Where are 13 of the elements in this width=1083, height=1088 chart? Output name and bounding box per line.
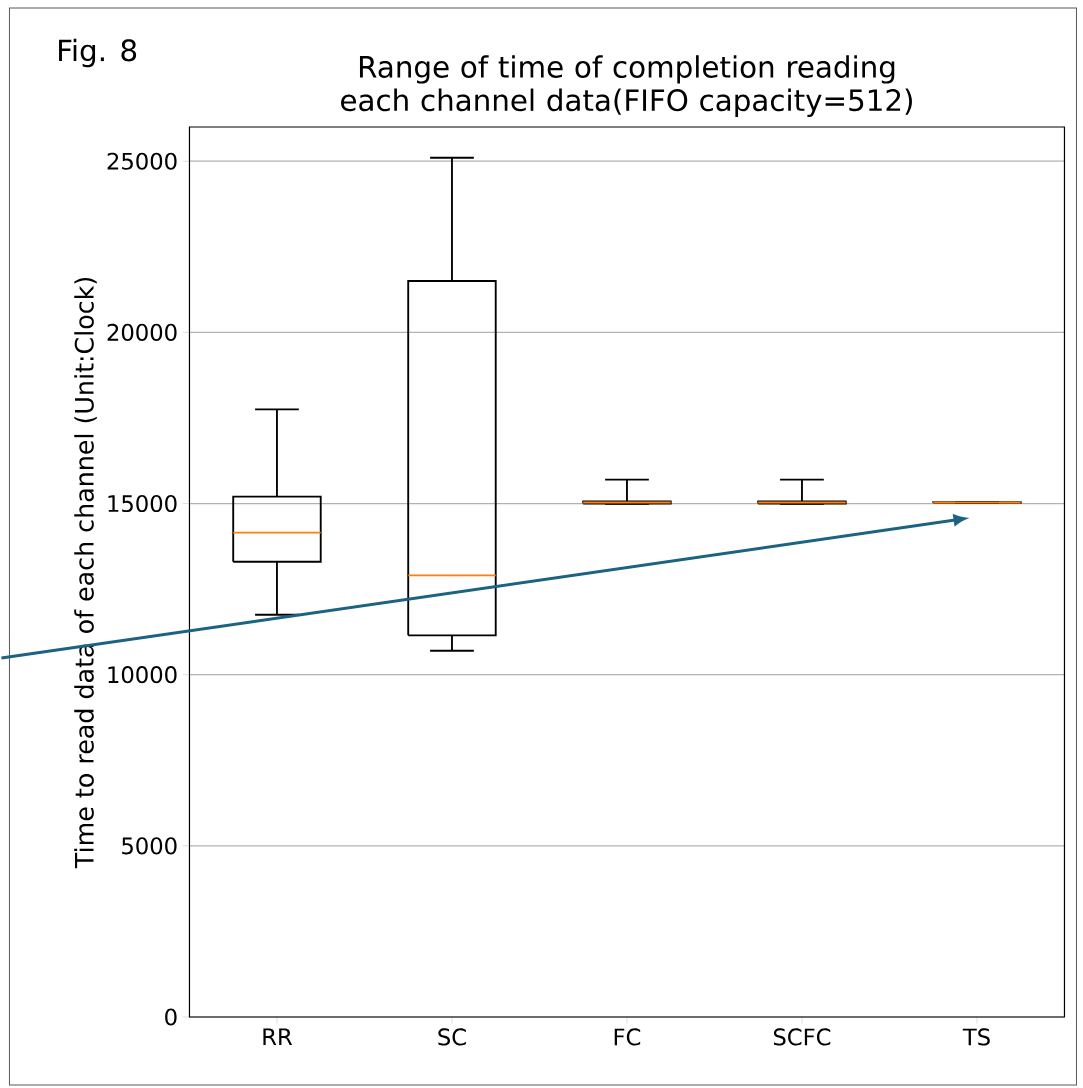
y-tick-label: 20000: [107, 323, 177, 341]
x-tick-label: SC: [438, 1028, 466, 1046]
y-tick-label: 0: [164, 1008, 177, 1026]
x-tick-label: SCFC: [773, 1028, 831, 1046]
x-tick-label: RR: [263, 1028, 292, 1045]
y-tick-label: 15000: [108, 494, 177, 513]
x-tick-label: FC: [614, 1028, 640, 1046]
chart-title: Range of time of completion reading each channel data(FIFO capacity=512): [340, 55, 912, 117]
x-tick-label: TS: [962, 1028, 990, 1046]
caption: Fig. 8: [58, 38, 136, 68]
y-tick-label: 25000: [107, 152, 177, 170]
y-tick-label: 10000: [108, 666, 177, 684]
y-tick-label: 5000: [121, 837, 177, 855]
